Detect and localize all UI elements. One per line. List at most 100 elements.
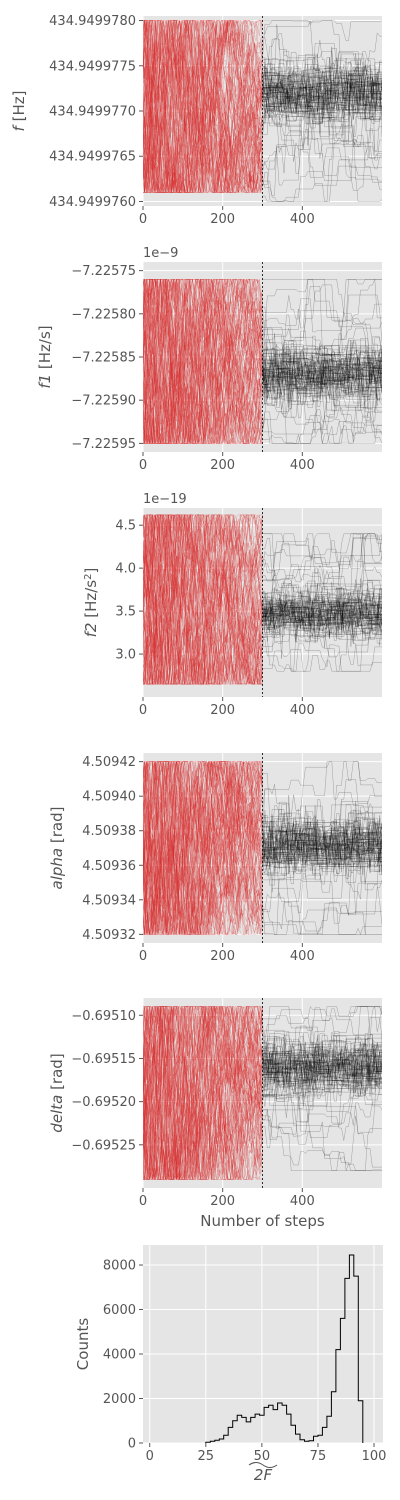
walker-trace [262,1048,382,1096]
walker-trace [262,1050,382,1096]
walker-trace [262,338,382,397]
walker-trace [143,767,263,935]
walker-trace [262,821,382,876]
walker-trace [262,59,382,176]
walker-trace [262,63,382,121]
walker-trace [262,79,382,112]
walker-trace [143,278,263,445]
walker-trace [262,1045,382,1102]
walker-trace [143,1006,263,1180]
walker-trace [143,514,263,685]
walker-trace [262,586,382,635]
walker-trace [143,1100,263,1181]
walker-trace [262,1041,382,1094]
walker-trace [262,1042,382,1083]
x-axis-label: 2F [248,1462,278,1484]
walker-trace [143,810,263,935]
walker-trace [143,118,263,193]
walker-trace [143,514,263,667]
walker-trace [143,279,263,444]
walker-trace [262,1043,382,1083]
walker-trace [262,1035,382,1085]
walker-trace [143,41,263,193]
walker-trace [262,601,382,630]
walker-trace [143,772,263,864]
walker-trace [143,328,263,444]
y-tick-label: −7.22595 [71,437,136,452]
walker-trace [143,326,263,445]
walker-trace [262,343,382,402]
walker-trace [262,69,382,112]
walker-trace [143,761,263,902]
walker-trace [143,44,263,194]
walker-trace [262,821,382,866]
walker-trace [143,20,263,194]
walker-trace [262,826,382,868]
walker-trace [262,1109,382,1171]
walker-trace [262,349,382,393]
walker-trace [262,73,382,128]
walker-trace [143,20,263,167]
walker-trace [262,65,382,119]
walker-trace [262,358,382,404]
walker-trace [262,821,382,872]
walker-trace [262,1049,382,1095]
walker-trace [262,546,382,614]
series-burn-in [143,1005,263,1181]
walker-trace [143,1032,263,1180]
walker-trace [262,279,382,345]
walker-trace [262,1031,382,1107]
walker-trace [143,783,263,935]
walker-trace [262,81,382,138]
walker-trace [143,23,263,193]
walker-trace [143,279,263,430]
walker-trace [262,1037,382,1090]
walker-trace [262,822,382,857]
walker-trace [262,73,382,113]
walker-trace [262,63,382,122]
y-axis-label: f1 [Hz/s] [36,325,54,388]
walker-trace [262,82,382,115]
walker-trace [262,1046,382,1082]
walker-trace [262,53,382,120]
walker-trace [262,601,382,634]
walker-trace [143,1005,263,1086]
walker-trace [143,24,263,193]
y-tick-label: 4.50934 [82,893,136,908]
walker-trace [143,1006,263,1180]
walker-trace [143,1057,263,1180]
walker-trace [262,589,382,672]
x-tick-label: 0 [139,458,147,473]
walker-trace [143,761,263,935]
walker-trace [143,106,263,193]
walker-trace [143,1006,263,1142]
walker-trace [143,808,263,935]
walker-trace [143,1006,263,1180]
walker-trace [143,562,263,685]
walker-trace [143,278,263,444]
walker-trace [143,761,263,936]
y-tick-label: 4.5 [115,519,136,534]
walker-trace [143,20,263,109]
walker-trace [143,514,263,685]
walker-trace [262,1039,382,1093]
walker-trace [143,1006,263,1126]
walker-trace [262,587,382,640]
walker-trace [262,1050,382,1091]
walker-trace [143,567,263,685]
walker-trace [262,584,382,631]
panel-alpha: 0 200 400 4.50942 4.50940 4.50938 4.50936 4.509… [48,753,382,964]
walker-trace [143,552,263,685]
walker-trace [262,1047,382,1099]
walker-trace [262,351,382,382]
walker-trace [143,316,263,444]
walker-trace [262,347,382,400]
walker-trace [262,555,382,638]
walker-trace [143,1012,263,1180]
walker-trace [262,1006,382,1123]
histogram-step [205,1254,364,1443]
walker-trace [262,799,382,865]
walker-trace [143,761,263,935]
y-tick-label: 0 [128,1437,136,1452]
walker-trace [143,514,263,685]
